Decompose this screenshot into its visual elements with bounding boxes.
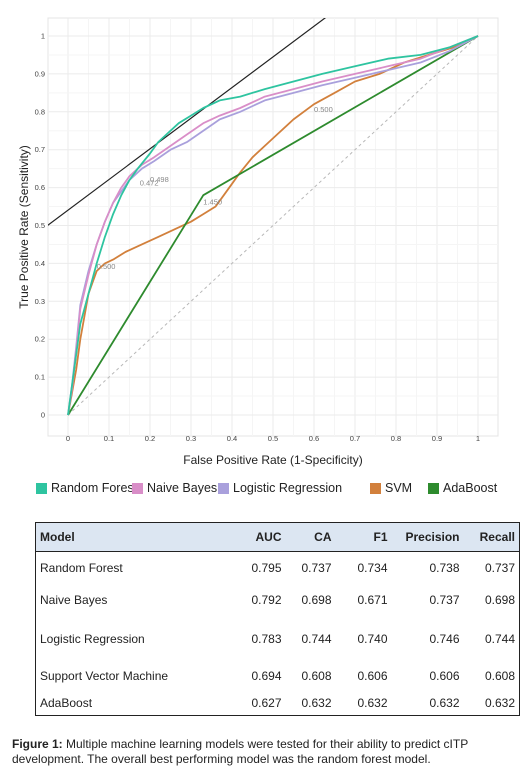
header-ca: CA: [285, 522, 336, 552]
table-cell: 0.608: [463, 660, 520, 692]
table-cell: Logistic Regression: [35, 616, 204, 661]
legend-label: SVM: [385, 481, 413, 495]
legend-entry: SVM: [370, 481, 412, 495]
header-recall: Recall: [463, 522, 520, 552]
y-tick-label: 0.1: [35, 373, 45, 382]
legend-entry: Logistic Regression: [218, 481, 342, 495]
legend-label: Logistic Regression: [233, 481, 343, 495]
y-tick-label: 1: [41, 32, 45, 41]
table-cell: 0.744: [301, 631, 332, 646]
header-auc: AUC: [203, 522, 286, 552]
x-tick-label: 0.6: [309, 434, 319, 443]
naive-bayes-roc-curve: [67, 35, 479, 416]
y-tick-label: 0.8: [35, 107, 45, 116]
header-model: Model: [35, 522, 204, 552]
threshold-annotation: 0.500: [97, 262, 116, 271]
x-tick-label: 0.2: [145, 434, 155, 443]
table-cell: 0.737: [429, 593, 460, 607]
table-cell: 0.627: [203, 691, 286, 716]
legend-label: Naive Bayes: [147, 481, 218, 495]
table-cell: 0.698: [463, 583, 520, 617]
y-tick-label: 0: [41, 411, 45, 420]
table-row: Naive Bayes 0.792 0.698 0.671 0.737 0.69…: [35, 583, 520, 617]
model-metrics-table: Model AUC CA F1 Precision Recall Random …: [35, 522, 520, 716]
x-tick-label: 0.3: [186, 434, 196, 443]
table-cell: 0.698: [301, 593, 332, 607]
y-tick-label: 0.7: [35, 145, 45, 154]
caption-label: Figure 1:: [12, 737, 63, 751]
table-cell: Naive Bayes: [35, 583, 204, 617]
legend-swatch: [428, 482, 439, 494]
table-cell: 0.632: [391, 691, 464, 716]
y-tick-label: 0.9: [35, 69, 45, 78]
threshold-annotation: 0.500: [314, 105, 333, 114]
threshold-annotation: 0.472: [140, 179, 159, 188]
legend-entry: AdaBoost: [428, 481, 497, 495]
table-cell: 0.795: [251, 560, 282, 575]
y-tick-label: 0.6: [35, 183, 45, 192]
legend-swatch: [218, 482, 229, 494]
y-tick-label: 0.3: [35, 297, 45, 306]
table-cell: AdaBoost: [35, 691, 204, 716]
table-cell: Random Forest: [35, 551, 204, 584]
chart-legend: Random Forest Naive Bayes Logistic Regress…: [36, 481, 516, 499]
x-axis-label: False Positive Rate (1-Specificity): [183, 453, 362, 467]
table-row: Random Forest 0.795 0.737 0.734 0.738 0.…: [35, 551, 520, 584]
legend-entry: Random Forest: [36, 481, 137, 495]
threshold-annotation: 1.450: [203, 198, 222, 207]
iso-performance-line: [48, 18, 327, 226]
y-axis-label: True Positive Rate (Sensitivity): [17, 145, 31, 309]
legend-label: AdaBoost: [443, 481, 498, 495]
table-cell: 0.737: [463, 551, 520, 584]
table-cell: 0.792: [251, 593, 282, 607]
x-tick-label: 0.1: [104, 434, 114, 443]
table-cell: Support Vector Machine: [35, 660, 204, 692]
table-cell: 0.608: [301, 669, 332, 683]
table-cell: 0.737: [301, 560, 332, 575]
legend-swatch: [370, 482, 381, 494]
y-tick-label: 0.5: [35, 221, 45, 230]
table-row: AdaBoost 0.627 0.632 0.632 0.632 0.632: [35, 691, 520, 716]
table-row: Logistic Regression 0.783 0.744 0.740 0.…: [35, 616, 520, 661]
plot-lines: [48, 18, 479, 416]
table-cell: 0.740: [357, 631, 388, 646]
logistic-regression-roc-curve: [67, 35, 479, 416]
y-tick-label: 0.2: [35, 335, 45, 344]
table-cell: 0.632: [285, 691, 336, 716]
x-tick-label: 0.9: [432, 434, 442, 443]
table-cell: 0.671: [357, 593, 388, 607]
header-precision: Precision: [391, 522, 464, 552]
x-tick-label: 0.7: [350, 434, 360, 443]
table-cell: 0.746: [429, 631, 460, 646]
table-cell: 0.632: [335, 691, 392, 716]
legend-label: Random Forest: [51, 481, 138, 495]
header-f1: F1: [335, 522, 392, 552]
legend-swatch: [132, 482, 143, 494]
table-cell: 0.606: [429, 669, 460, 683]
x-tick-label: 0: [66, 434, 70, 443]
x-tick-label: 0.8: [391, 434, 401, 443]
figure-caption: Figure 1: Multiple machine learning mode…: [12, 737, 512, 767]
legend-swatch: [36, 482, 47, 494]
table-cell: 0.632: [463, 691, 520, 716]
table-cell: 0.738: [429, 560, 460, 575]
table-cell: 0.783: [251, 631, 282, 646]
table-row: Support Vector Machine 0.694 0.608 0.606…: [35, 660, 520, 692]
x-tick-label: 0.5: [268, 434, 278, 443]
threshold-annotation: 0.498: [150, 175, 169, 184]
caption-text: Multiple machine learning models were te…: [12, 737, 468, 766]
legend-entry: Naive Bayes: [132, 481, 217, 495]
adaboost-roc-curve: [67, 35, 479, 416]
table-cell: 0.744: [463, 616, 520, 661]
random-forest-roc-curve: [67, 35, 479, 416]
x-tick-label: 0.4: [227, 434, 237, 443]
table-header-row: Model AUC CA F1 Precision Recall: [35, 522, 520, 552]
table-cell: 0.694: [251, 669, 282, 683]
table-cell: 0.606: [357, 669, 388, 683]
table-cell: 0.734: [357, 560, 388, 575]
y-tick-label: 0.4: [35, 259, 45, 268]
x-tick-label: 1: [476, 434, 480, 443]
